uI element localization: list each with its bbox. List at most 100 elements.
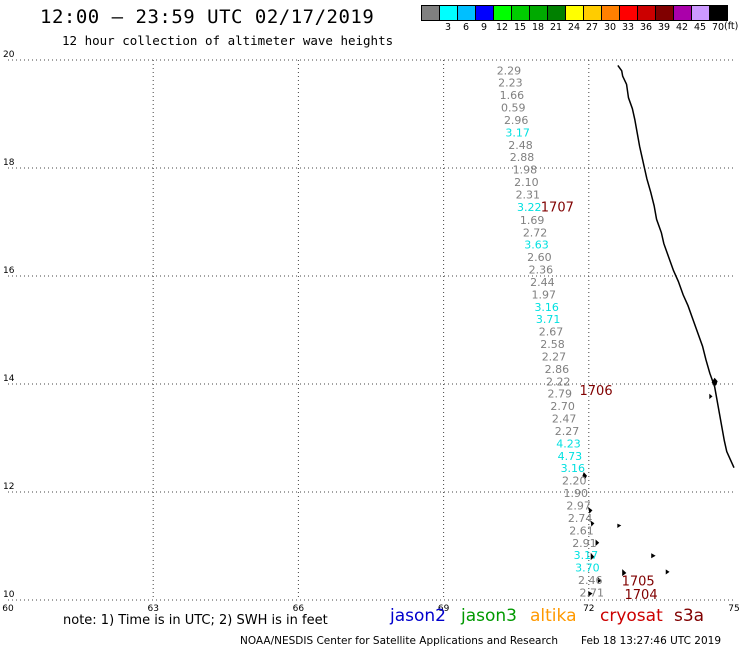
island (651, 553, 656, 559)
island (588, 506, 593, 514)
island (590, 520, 595, 527)
colorbar-swatch: 30 (601, 5, 620, 33)
wave-height-value: 2.71 (579, 586, 604, 599)
wave-height-value: 4.23 (556, 437, 581, 450)
colorbar-label: 12 (495, 22, 509, 33)
colorbar-swatch: 45 (691, 5, 710, 33)
wave-height-value: 3.70 (575, 562, 600, 575)
wave-height-value: 2.46 (578, 574, 603, 587)
wave-height-value: 3.17 (574, 549, 599, 562)
lat-tick-label: 12 (3, 482, 14, 492)
wave-height-value: 2.74 (568, 512, 593, 525)
colorbar-label: 70 (711, 22, 725, 33)
wave-height-value: 2.86 (545, 363, 570, 376)
colorbar-label: 3 (444, 22, 452, 33)
wave-height-value: 2.47 (552, 413, 577, 426)
wave-height-value: 1.66 (500, 89, 525, 102)
wave-height-value: 2.23 (498, 77, 523, 90)
wave-height-value: 2.29 (497, 64, 522, 77)
wave-height-value: 2.48 (508, 139, 533, 152)
island (711, 377, 718, 386)
lat-tick-label: 18 (3, 158, 15, 168)
wave-height-value: 2.20 (562, 475, 587, 488)
lon-tick-label: 60 (2, 604, 14, 614)
wave-height-value: 2.60 (527, 251, 552, 264)
colorbar-swatch: 70 (709, 5, 728, 33)
colorbar-label: 24 (567, 22, 581, 33)
wave-height-value: 3.22 (517, 201, 542, 214)
lat-tick-label: 20 (3, 50, 15, 60)
wave-height-value: 2.44 (530, 276, 555, 289)
wave-height-value: 3.16 (561, 462, 586, 475)
colorbar-label: 15 (513, 22, 527, 33)
wave-height-value: 2.91 (572, 537, 597, 550)
wave-height-value: 2.67 (539, 326, 564, 339)
legend-jason3: jason3 (461, 606, 517, 626)
colorbar-swatch: 24 (565, 5, 584, 33)
legend-altika: altika (530, 606, 577, 626)
wave-height-value: 2.31 (516, 188, 541, 201)
wave-height-value: 2.22 (546, 375, 571, 388)
colorbar-swatch: 12 (493, 5, 512, 33)
legend-cryosat: cryosat (600, 606, 663, 626)
colorbar-label: 6 (462, 22, 470, 33)
wave-height-value: 2.61 (569, 524, 594, 537)
legend-jason2: jason2 (390, 606, 446, 626)
island (617, 523, 622, 529)
island (588, 591, 593, 597)
wave-height-value: 1.98 (513, 164, 538, 177)
island (597, 577, 602, 584)
wave-height-value: 1.90 (563, 487, 588, 500)
wave-height-value: 2.27 (542, 350, 567, 363)
lat-tick-label: 16 (3, 266, 15, 276)
wave-height-value: 3.71 (536, 313, 561, 326)
colorbar-label: 9 (480, 22, 488, 33)
wave-height-value: 2.96 (504, 114, 529, 127)
pass-time-label: 1706 (580, 384, 613, 399)
island (595, 539, 600, 547)
wave-height-value: 1.69 (520, 214, 545, 227)
wave-height-value: 2.10 (514, 176, 539, 189)
pass-time-label: 1705 (622, 575, 655, 590)
island (665, 569, 670, 575)
wave-height-value: 2.36 (529, 264, 554, 277)
legend-s3a: s3a (674, 606, 705, 626)
colorbar-unit: (ft) (724, 21, 739, 32)
lat-tick-label: 14 (3, 374, 15, 384)
island (622, 569, 627, 577)
lon-tick-label: 72 (583, 604, 594, 614)
lon-tick-label: 69 (438, 604, 450, 614)
wave-height-value: 2.79 (548, 388, 573, 401)
wave-height-value: 4.73 (558, 450, 583, 463)
lon-tick-label: 66 (293, 604, 305, 614)
coastline (617, 64, 735, 469)
pass-time-label: 1704 (625, 588, 658, 603)
island (590, 552, 595, 561)
pass-time-label: 1707 (541, 200, 574, 215)
wave-height-value: 2.88 (510, 151, 535, 164)
wave-height-value: 2.27 (555, 425, 580, 438)
colorbar-label: 18 (531, 22, 545, 33)
credit-line: NOAA/NESDIS Center for Satellite Applica… (240, 635, 558, 647)
page-subtitle: 12 hour collection of altimeter wave hei… (62, 33, 394, 48)
footer-note: note: 1) Time is in UTC; 2) SWH is in fe… (63, 613, 328, 628)
wave-height-value: 1.97 (532, 288, 557, 301)
generation-timestamp: Feb 18 13:27:46 UTC 2019 (581, 635, 721, 647)
colorbar-label: 30 (603, 22, 617, 33)
colorbar-label: 33 (621, 22, 635, 33)
colorbar-label: 39 (657, 22, 671, 33)
colorbar-label: 27 (585, 22, 599, 33)
page-title: 12:00 – 23:59 UTC 02/17/2019 (40, 6, 375, 28)
lon-tick-label: 75 (728, 604, 739, 614)
wave-height-value: 2.72 (523, 226, 548, 239)
wave-height-value: 2.70 (550, 400, 575, 413)
wave-height-value: 2.58 (540, 338, 565, 351)
lon-tick-label: 63 (147, 604, 158, 614)
wave-height-value: 2.97 (566, 500, 591, 513)
colorbar-label: 45 (693, 22, 707, 33)
colorbar-label: 42 (675, 22, 689, 33)
colorbar-swatch: 9 (475, 5, 494, 33)
colorbar-label: 36 (639, 22, 653, 33)
wave-height-value: 0.59 (501, 102, 526, 115)
